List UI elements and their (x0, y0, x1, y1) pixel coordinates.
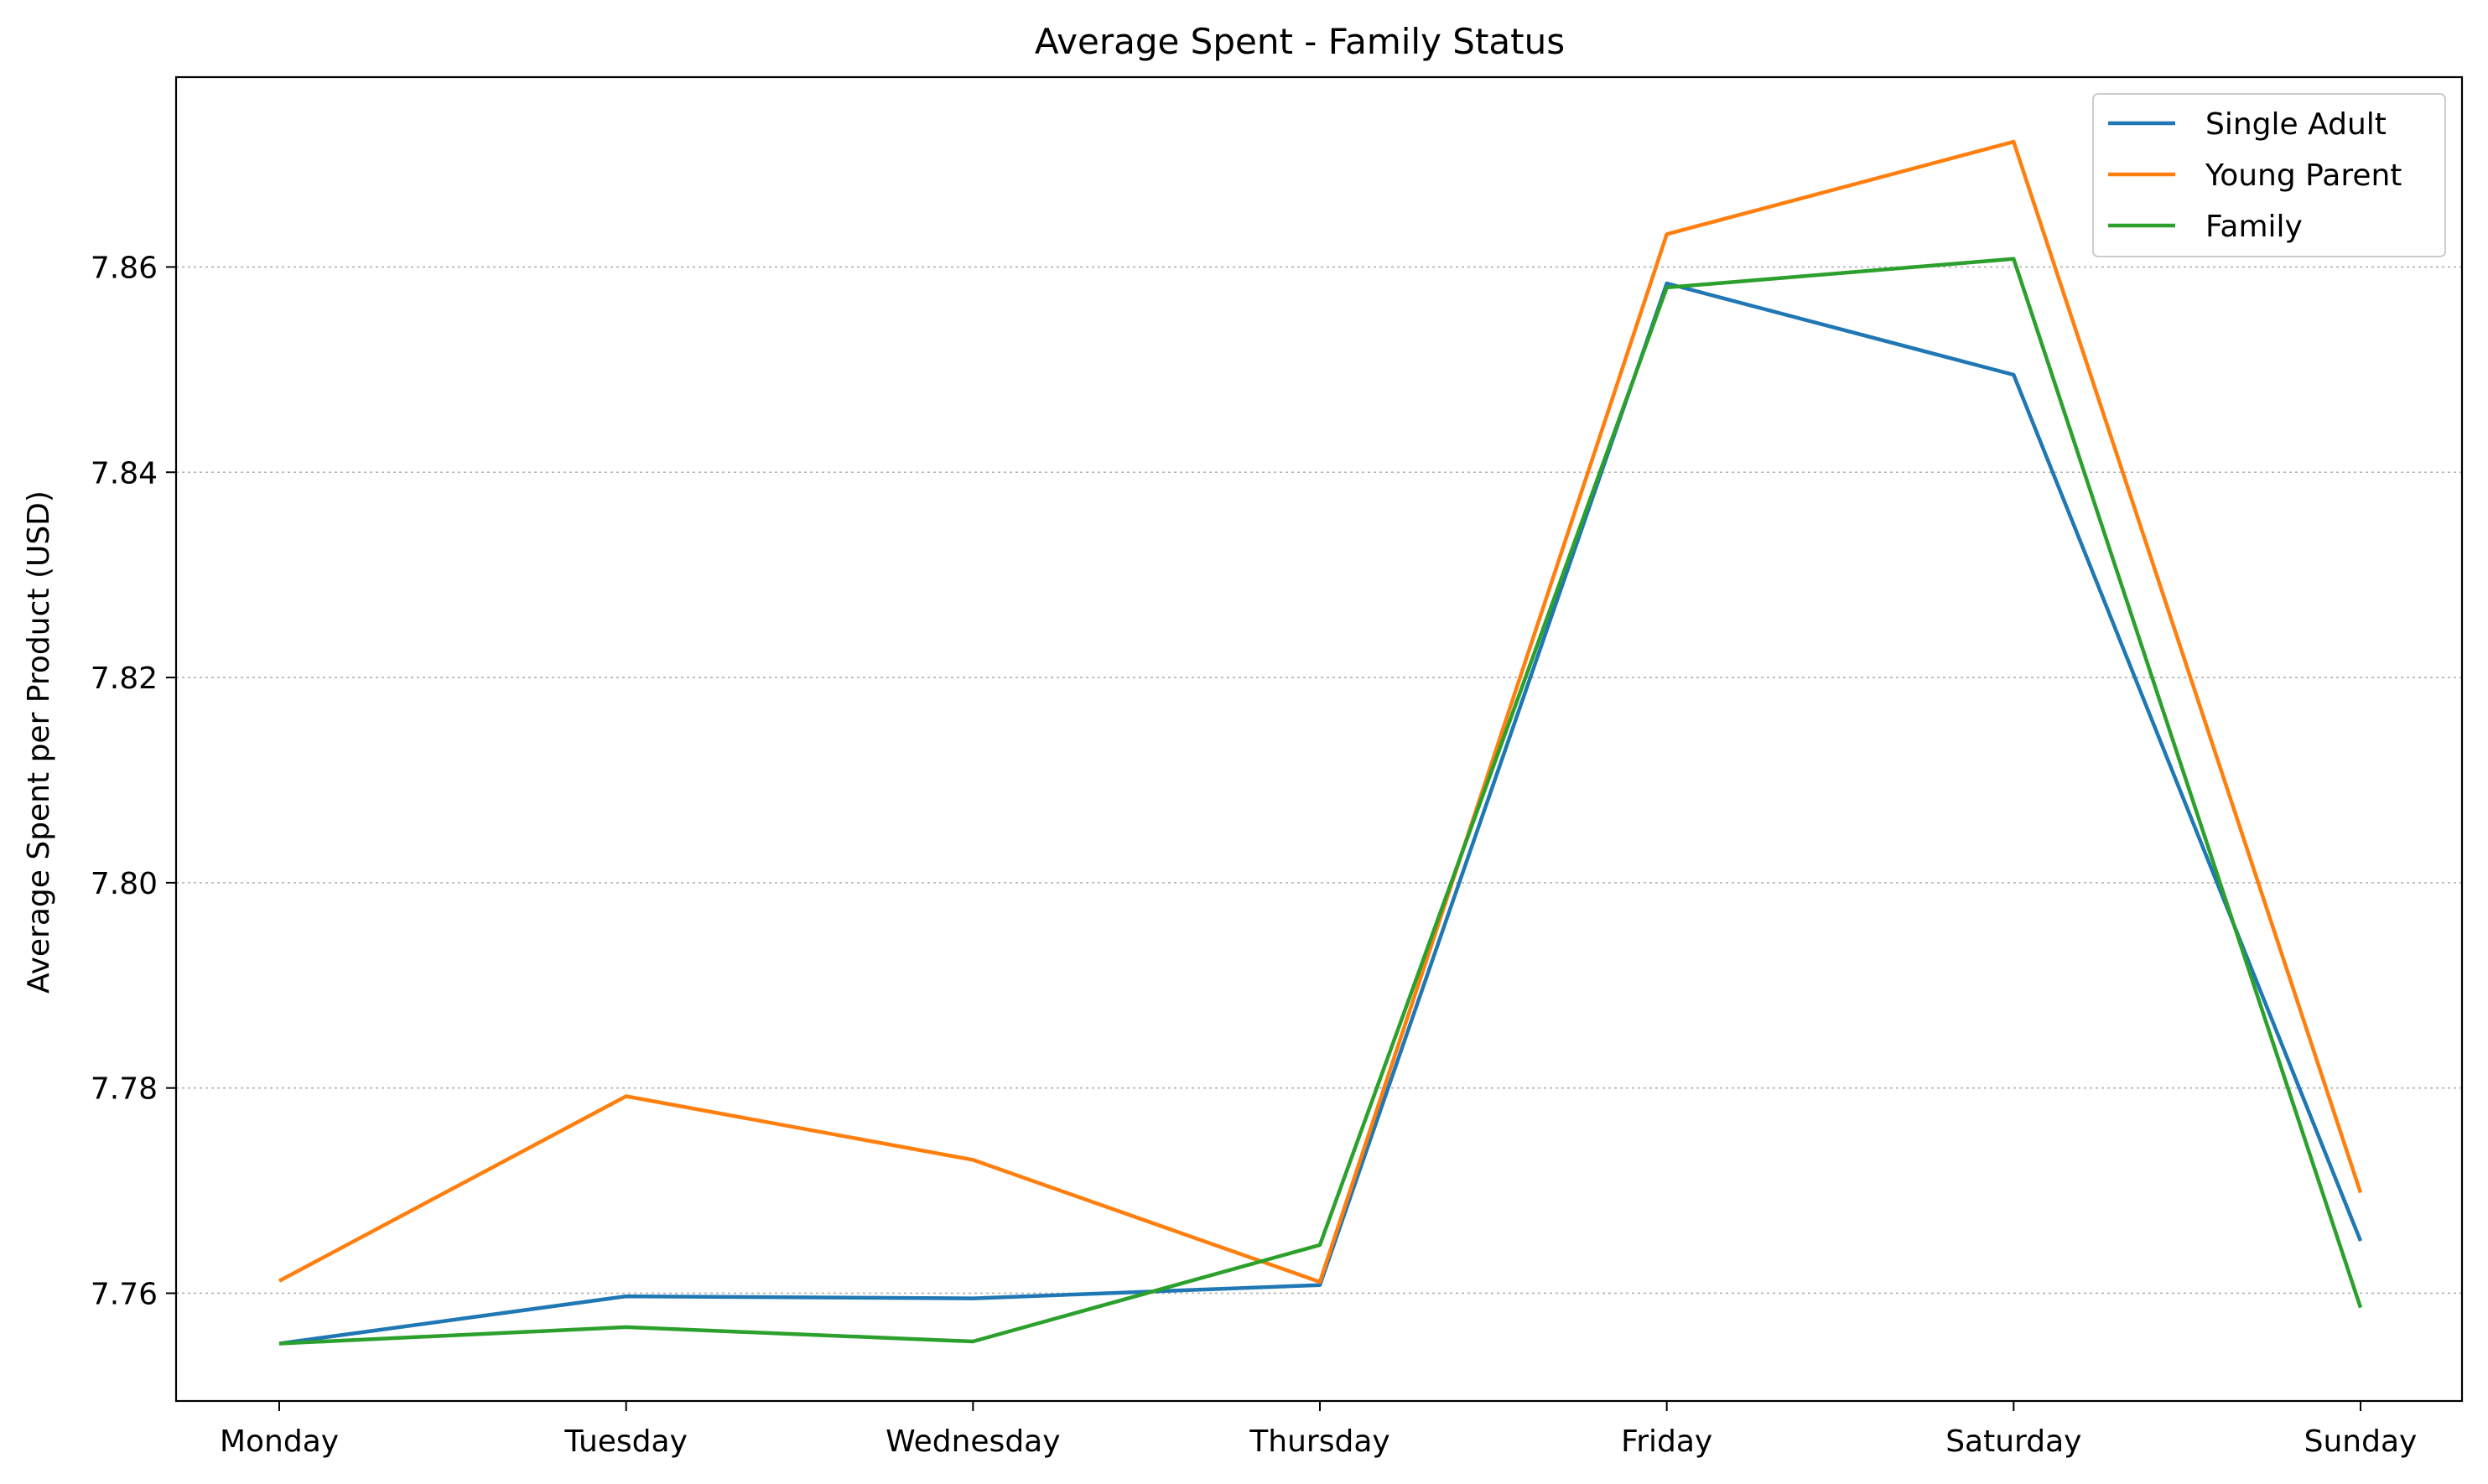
legend-label-young-parent: Young Parent (2205, 158, 2402, 193)
y-tick-label-5: 7.86 (91, 251, 158, 285)
y-tick-label-1: 7.78 (91, 1072, 158, 1107)
y-tick-label-2: 7.80 (91, 867, 158, 901)
x-tick-label-thursday: Thursday (1249, 1424, 1389, 1459)
y-tick-label-0: 7.76 (91, 1277, 158, 1311)
x-tick-label-wednesday: Wednesday (886, 1424, 1060, 1459)
legend-label-single-adult: Single Adult (2205, 107, 2387, 142)
x-tick-label-sunday: Sunday (2304, 1424, 2418, 1459)
x-tick-label-saturday: Saturday (1945, 1424, 2081, 1459)
y-tick-label-3: 7.82 (91, 662, 158, 696)
series-line-family (278, 257, 2363, 1346)
x-tick-label-friday: Friday (1621, 1424, 1712, 1459)
y-axis-label: Average Spent per Product (USD) (22, 490, 56, 994)
chart-title: Average Spent - Family Status (1035, 21, 1565, 62)
legend: Single Adult Young Parent Family (2092, 93, 2446, 257)
legend-box (2092, 93, 2446, 257)
x-tick-label-monday: Monday (220, 1424, 339, 1459)
x-tick-label-tuesday: Tuesday (564, 1424, 687, 1459)
y-tick-label-4: 7.84 (91, 456, 158, 490)
axes-layer: 7.76 7.78 7.80 7.82 7.84 7.86 Monday Tuesday Wed… (91, 75, 2464, 1459)
series-line-young-parent (278, 139, 2363, 1284)
series-line-single-adult (278, 281, 2363, 1346)
series-layer (278, 139, 2363, 1346)
legend-label-family: Family (2205, 210, 2303, 244)
